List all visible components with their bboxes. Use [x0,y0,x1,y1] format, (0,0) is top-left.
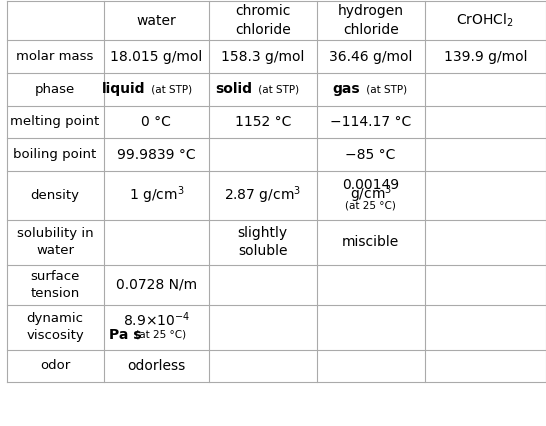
Text: 36.46 g/mol: 36.46 g/mol [329,49,412,63]
Text: 18.015 g/mol: 18.015 g/mol [110,49,203,63]
Text: water: water [136,14,176,28]
Text: 2.87 g/cm$^3$: 2.87 g/cm$^3$ [224,185,301,206]
Text: 1152 °C: 1152 °C [235,115,291,129]
Text: molar mass: molar mass [16,50,94,63]
Text: boiling point: boiling point [14,148,97,161]
Text: g/cm$^3$: g/cm$^3$ [349,184,391,205]
Text: −85 °C: −85 °C [346,148,396,162]
Text: surface
tension: surface tension [31,270,80,300]
Text: solubility in
water: solubility in water [17,227,93,257]
Text: chromic
chloride: chromic chloride [235,4,290,37]
Text: 158.3 g/mol: 158.3 g/mol [221,49,305,63]
Text: −114.17 °C: −114.17 °C [330,115,411,129]
Text: CrOHCl$_2$: CrOHCl$_2$ [456,12,514,29]
Text: liquid: liquid [102,82,145,96]
Text: hydrogen
chloride: hydrogen chloride [337,4,403,37]
Text: melting point: melting point [10,115,100,129]
Text: dynamic
viscosity: dynamic viscosity [26,312,84,342]
Text: (at STP): (at STP) [363,84,407,94]
Text: 0.0728 N/m: 0.0728 N/m [116,278,197,292]
Text: phase: phase [35,83,75,96]
Text: 0 °C: 0 °C [141,115,171,129]
Text: solid: solid [215,82,252,96]
Text: density: density [31,189,80,202]
Text: 1 g/cm$^3$: 1 g/cm$^3$ [128,185,184,206]
Text: gas: gas [333,82,360,96]
Text: 0.00149: 0.00149 [342,178,399,192]
Text: 99.9839 °C: 99.9839 °C [117,148,195,162]
Text: (at STP): (at STP) [254,84,299,94]
Text: (at STP): (at STP) [148,84,192,94]
Text: slightly
soluble: slightly soluble [238,226,288,259]
Text: odorless: odorless [127,359,185,373]
Text: (at 25 °C): (at 25 °C) [345,201,396,211]
Text: (at 25 °C): (at 25 °C) [132,330,186,340]
Text: 8.9$\times$10$^{-4}$: 8.9$\times$10$^{-4}$ [123,310,190,329]
Text: 139.9 g/mol: 139.9 g/mol [443,49,527,63]
Text: miscible: miscible [342,235,399,249]
Text: odor: odor [40,360,70,372]
Text: Pa s: Pa s [109,328,141,342]
